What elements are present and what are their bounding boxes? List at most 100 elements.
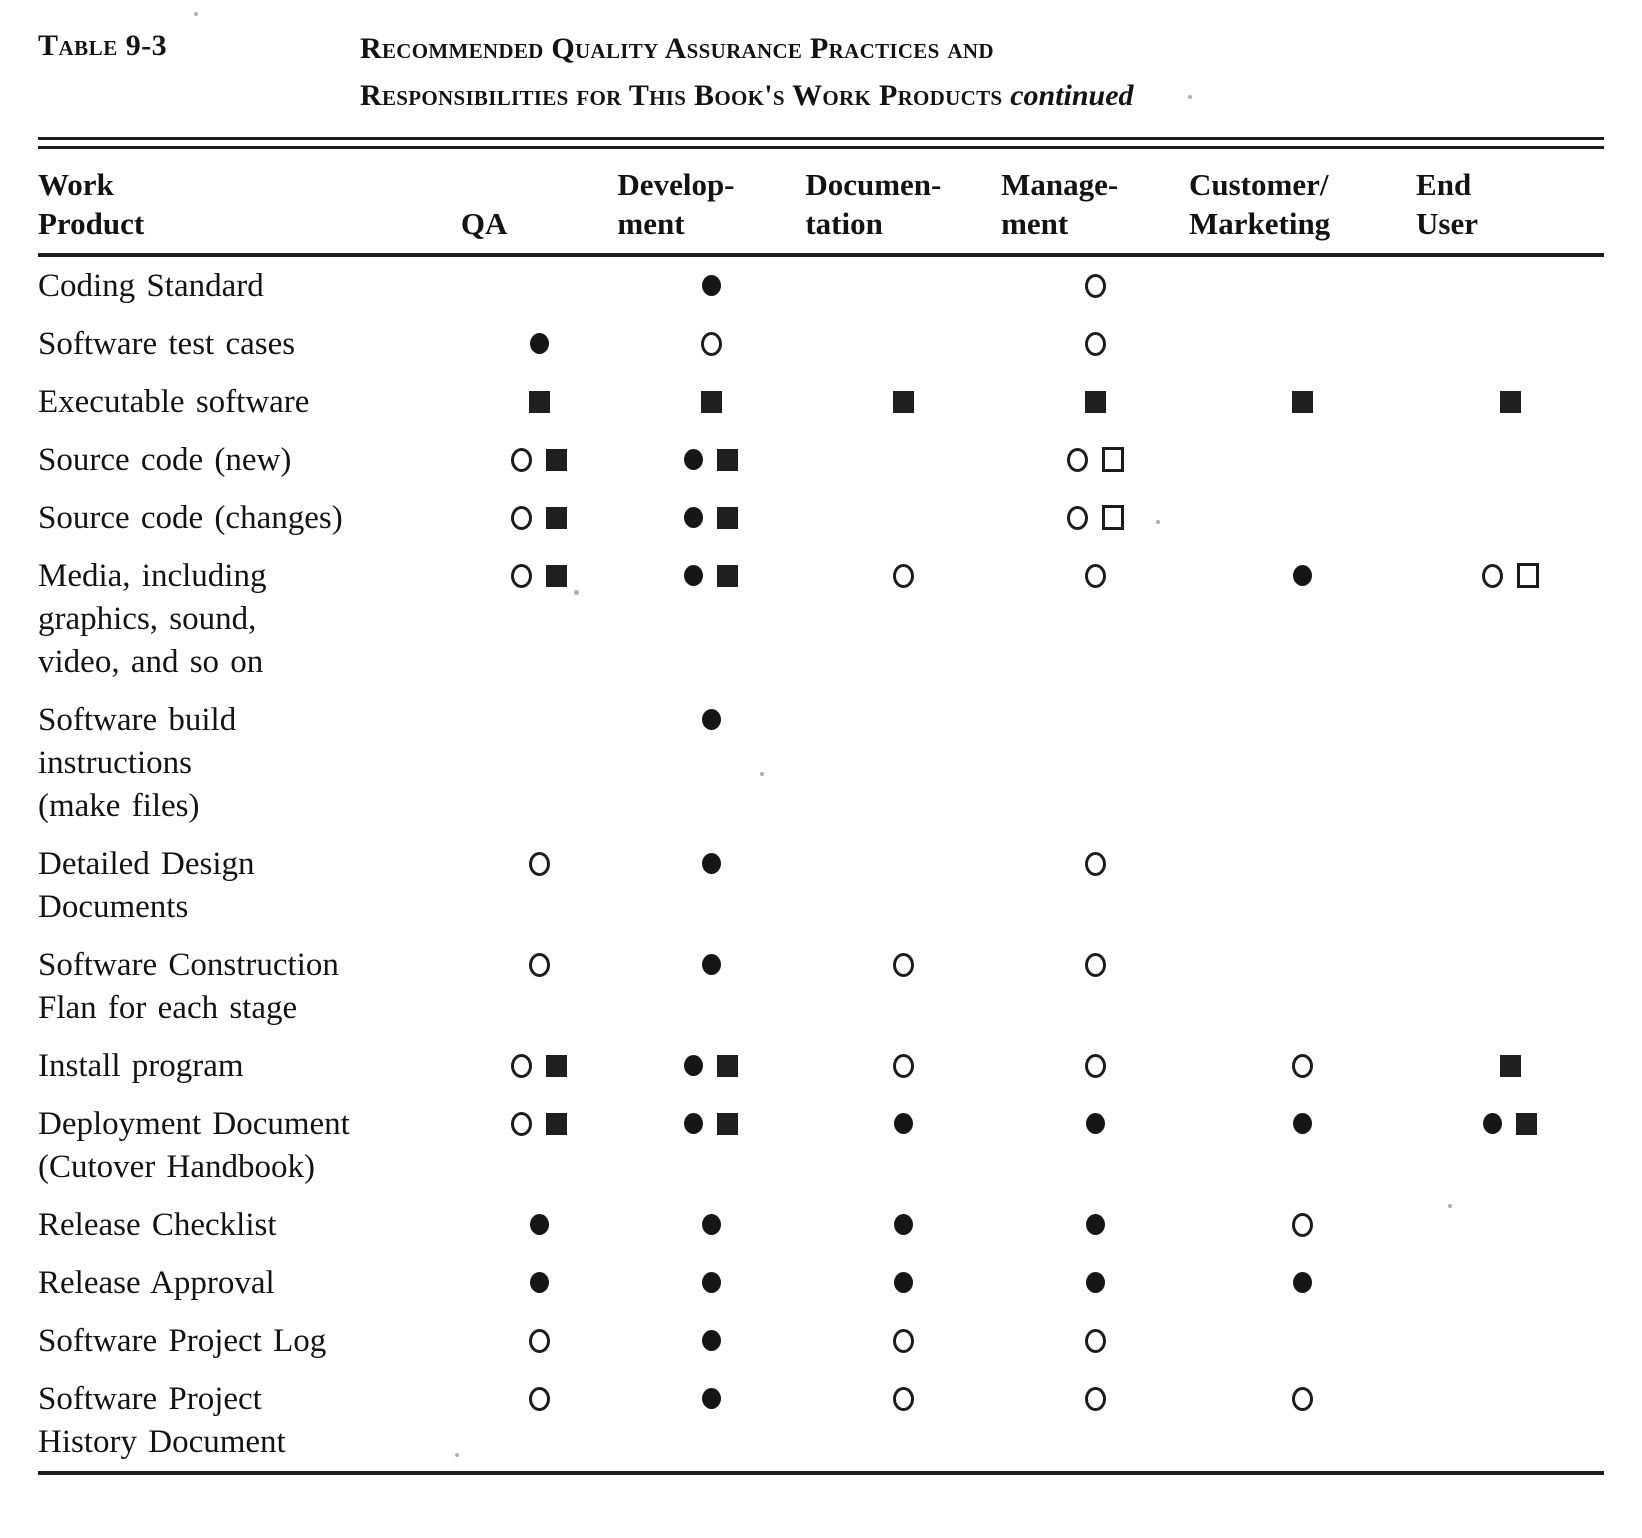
column-header-line: Manage- — [1001, 167, 1119, 202]
work-product-name: Software Construction Flan for each stage — [38, 936, 461, 1037]
open-circle-icon — [511, 505, 533, 530]
work-product-line: Software test cases — [38, 326, 296, 363]
cell-management — [1001, 835, 1189, 936]
cell-development — [617, 835, 805, 936]
open-circle-icon — [1084, 1053, 1106, 1078]
work-product-line: Documents — [38, 889, 189, 926]
filled-circle-icon — [1293, 1272, 1313, 1294]
cell-development — [617, 547, 805, 691]
work-product-line: Install program — [38, 1048, 244, 1085]
scan-speck — [455, 1453, 459, 1457]
table-row: Software Construction Flan for each stage — [38, 936, 1604, 1037]
cell-qa — [461, 1370, 618, 1471]
cell-customer-marketing — [1189, 1312, 1416, 1370]
filled-circle-icon — [684, 507, 704, 529]
cell-development — [617, 1312, 805, 1370]
cell-customer-marketing — [1189, 431, 1416, 489]
filled-circle-icon — [893, 1214, 913, 1236]
cell-qa — [461, 431, 618, 489]
cell-management — [1001, 936, 1189, 1037]
cell-customer-marketing — [1189, 489, 1416, 547]
cell-qa — [461, 1037, 618, 1095]
table-row: Release Checklist — [38, 1196, 1604, 1254]
work-product-name: Release Approval — [38, 1254, 461, 1312]
work-product-name: Source code (changes) — [38, 489, 461, 547]
scan-speck — [574, 590, 579, 595]
cell-customer-marketing — [1189, 1037, 1416, 1095]
filled-circle-icon — [701, 1330, 721, 1352]
filled-square-icon — [717, 448, 739, 471]
work-product-line: History Document — [38, 1424, 286, 1461]
table-bottom-rule — [38, 1471, 1604, 1476]
column-header-line: Documen- — [805, 167, 942, 202]
cell-documentation — [805, 835, 1001, 936]
header-row: Work Product QA Develop-ment Documen-tation M… — [38, 149, 1604, 258]
cell-end-user — [1416, 1037, 1604, 1095]
filled-square-icon — [1516, 1112, 1538, 1135]
cell-documentation — [805, 547, 1001, 691]
cell-management — [1001, 1095, 1189, 1196]
filled-circle-icon — [701, 709, 721, 731]
filled-circle-icon — [1085, 1113, 1105, 1135]
open-circle-icon — [892, 563, 914, 588]
cell-qa — [461, 691, 618, 835]
cell-development — [617, 255, 805, 315]
cell-development — [617, 1037, 805, 1095]
table-header: Work Product QA Develop-ment Documen-tation M… — [38, 149, 1604, 258]
work-product-name: Detailed Design Documents — [38, 835, 461, 936]
cell-customer-marketing — [1189, 255, 1416, 315]
filled-square-icon — [717, 1112, 739, 1135]
cell-customer-marketing — [1189, 1254, 1416, 1312]
work-product-name: Release Checklist — [38, 1196, 461, 1254]
cell-qa — [461, 489, 618, 547]
open-circle-icon — [1066, 505, 1088, 530]
cell-customer-marketing — [1189, 1095, 1416, 1196]
work-product-name: Software test cases — [38, 315, 461, 373]
table-row: Source code (changes) — [38, 489, 1604, 547]
cell-management — [1001, 1370, 1189, 1471]
filled-square-icon — [528, 390, 550, 413]
work-product-line: Detailed Design — [38, 846, 255, 883]
filled-square-icon — [700, 390, 722, 413]
open-circle-icon — [892, 952, 914, 977]
column-header-qa: QA — [460, 149, 618, 258]
filled-square-icon — [546, 506, 568, 529]
work-product-line: Media, including — [38, 558, 267, 595]
filled-circle-icon — [529, 1214, 549, 1236]
open-circle-icon — [511, 1053, 533, 1078]
filled-circle-icon — [529, 1272, 549, 1294]
column-header-end-user: End User — [1416, 149, 1604, 258]
cell-documentation — [805, 255, 1001, 315]
cell-end-user — [1416, 1095, 1604, 1196]
cell-qa — [461, 835, 618, 936]
scan-speck — [1448, 1204, 1452, 1208]
open-square-icon — [1516, 563, 1539, 589]
cell-management — [1001, 547, 1189, 691]
column-header-line: User — [1416, 206, 1479, 242]
work-product-line: instructions — [38, 745, 192, 782]
cell-customer-marketing — [1189, 835, 1416, 936]
cell-development — [617, 1095, 805, 1196]
cell-documentation — [805, 691, 1001, 835]
open-circle-icon — [1084, 331, 1106, 356]
filled-circle-icon — [701, 1272, 721, 1294]
open-circle-icon — [1292, 1212, 1314, 1237]
open-circle-icon — [892, 1328, 914, 1353]
open-circle-icon — [1084, 1328, 1106, 1353]
filled-circle-icon — [701, 1388, 721, 1410]
open-circle-icon — [1481, 563, 1503, 588]
cell-end-user — [1416, 315, 1604, 373]
open-circle-icon — [1292, 1053, 1314, 1078]
open-circle-icon — [528, 952, 550, 977]
work-product-line: Deployment Document — [38, 1106, 350, 1143]
work-product-line: Flan for each stage — [38, 990, 298, 1027]
table-row: Media, including graphics, sound, video, a… — [38, 547, 1604, 691]
open-circle-icon — [1084, 1386, 1106, 1411]
filled-circle-icon — [684, 449, 704, 471]
open-circle-icon — [511, 563, 533, 588]
continued-label: continued — [1010, 78, 1134, 112]
open-circle-icon — [1292, 1386, 1314, 1411]
table-row: Source code (new) — [38, 431, 1604, 489]
table-number-label: Table 9-3 — [38, 29, 168, 62]
work-product-name: Source code (new) — [38, 431, 461, 489]
